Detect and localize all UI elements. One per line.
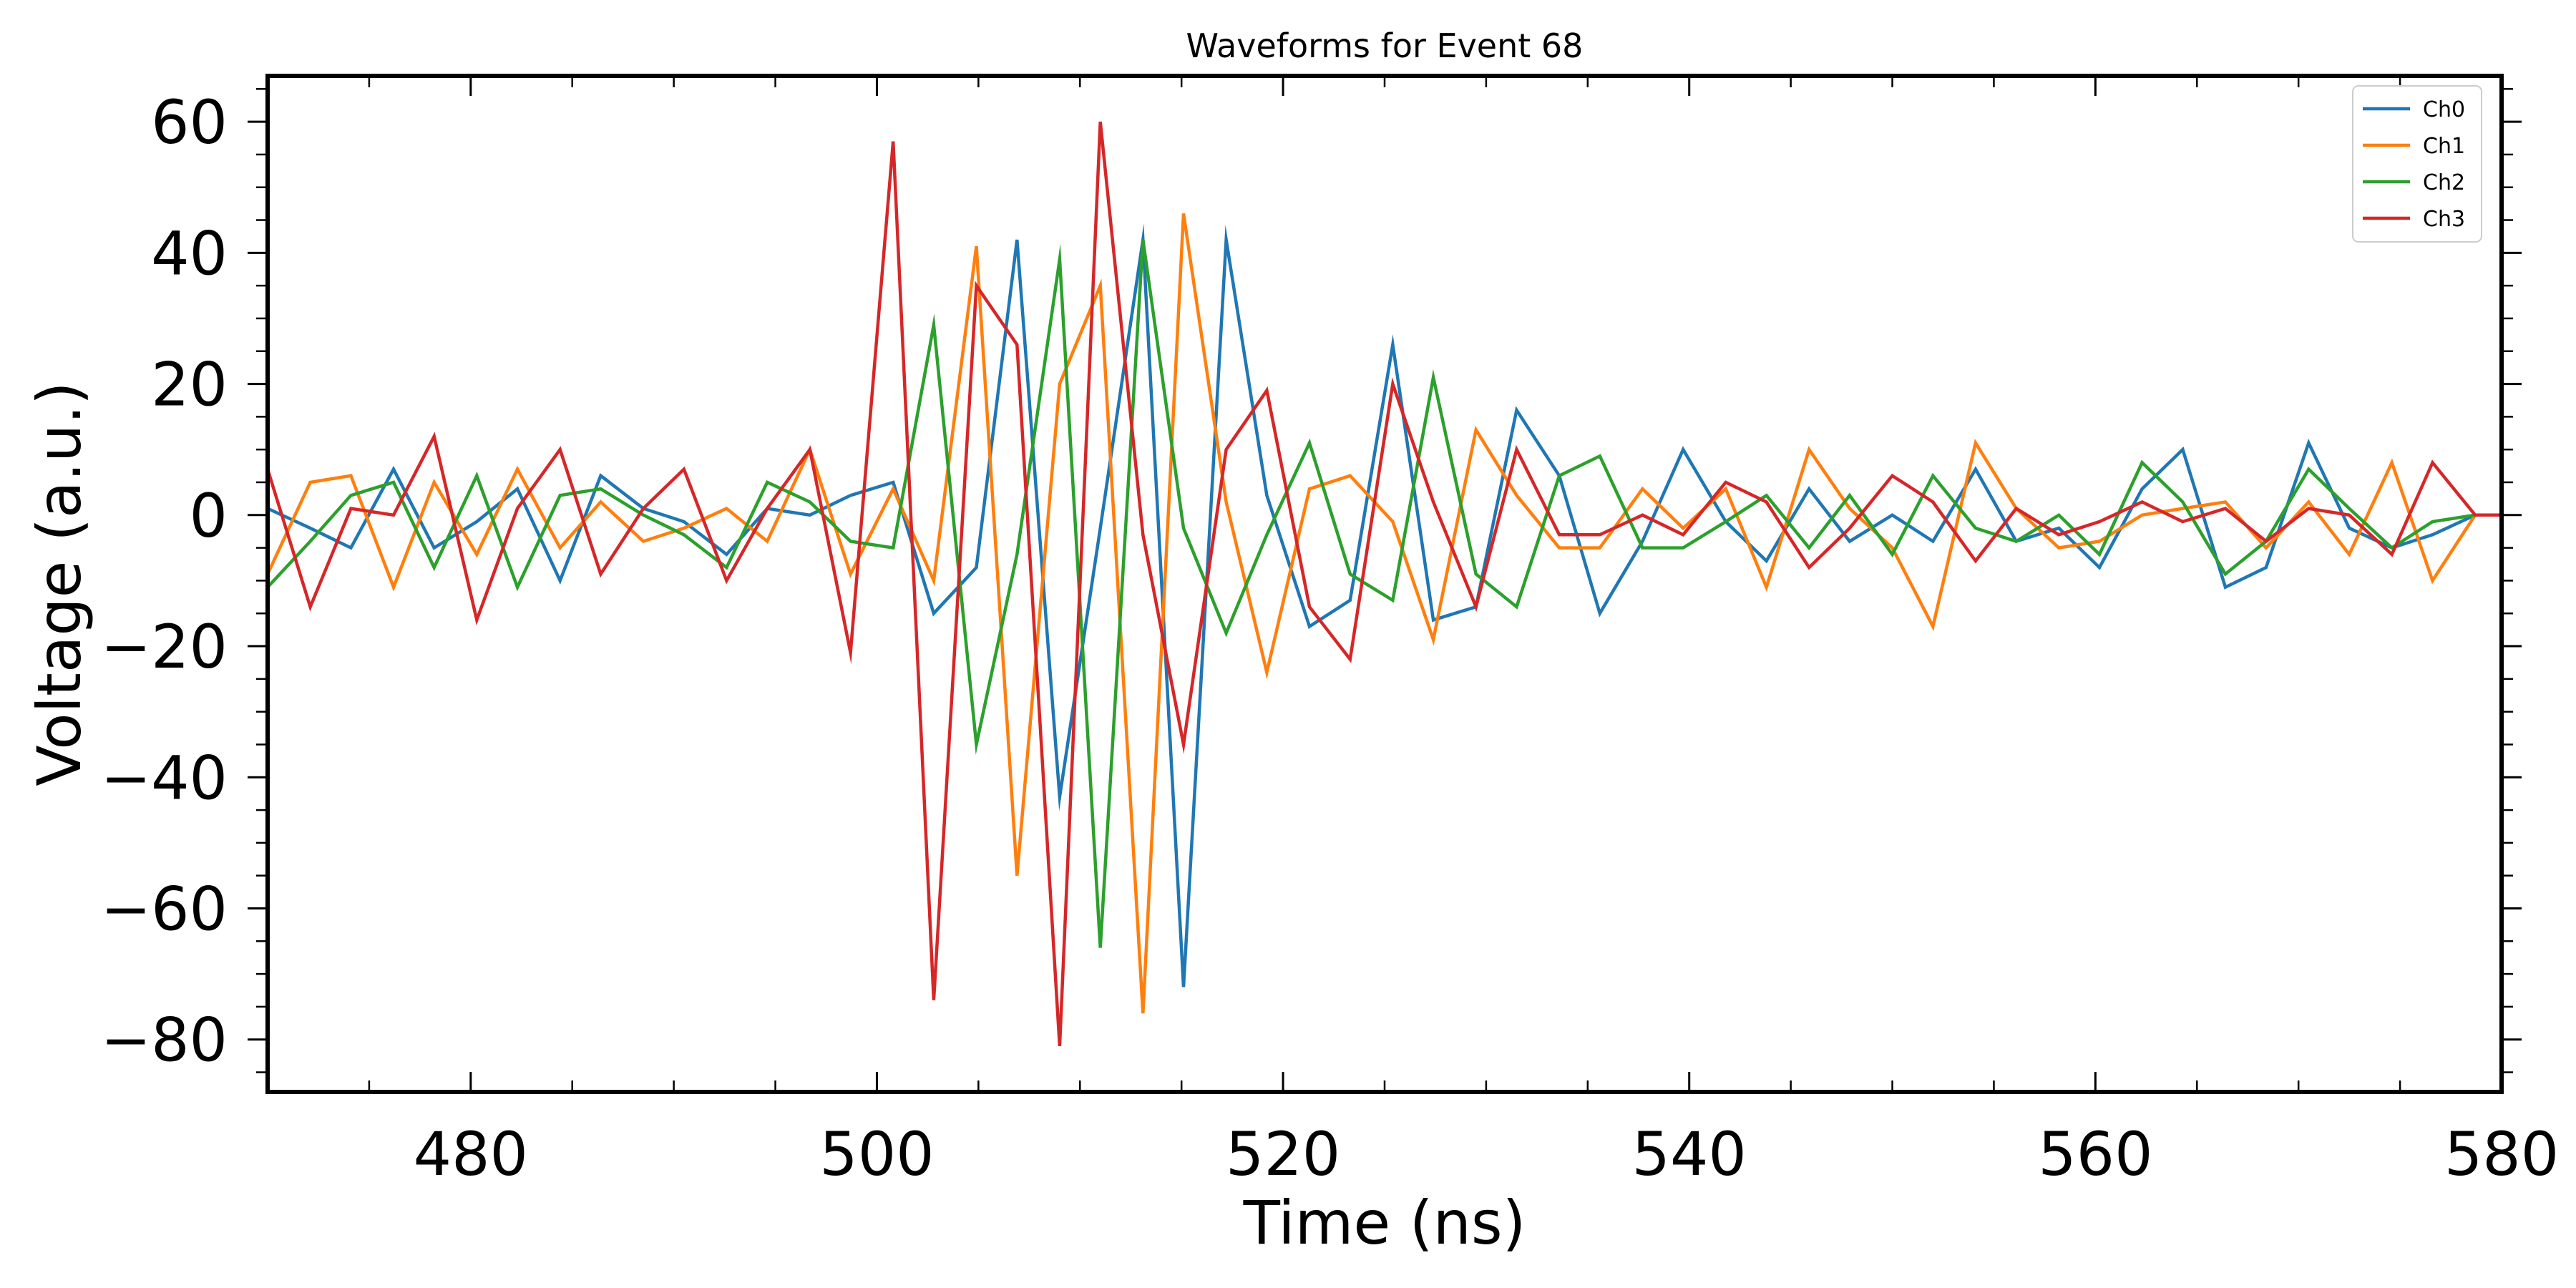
ticks-layer	[248, 76, 2522, 1092]
y-axis-title: Voltage (a.u.)	[24, 381, 94, 786]
x-tick-label: 580	[2444, 1119, 2559, 1189]
legend-label-ch0: Ch0	[2423, 97, 2465, 122]
x-tick-label: 520	[1226, 1119, 1340, 1189]
y-tick-label: −20	[101, 612, 228, 682]
series-line-ch3	[268, 121, 2502, 1047]
y-tick-label: 20	[151, 350, 228, 420]
y-tick-label: −80	[101, 1005, 228, 1075]
legend-label-ch2: Ch2	[2423, 170, 2465, 195]
series-line-ch2	[268, 239, 2502, 948]
x-axis-title: Time (ns)	[1243, 1188, 1526, 1258]
legend-label-ch3: Ch3	[2423, 207, 2465, 232]
series-layer	[268, 121, 2502, 1047]
x-tick-label: 560	[2038, 1119, 2152, 1189]
x-tick-label: 540	[1632, 1119, 1747, 1189]
tick-labels-layer: 480 500 520 540 560 580 −80 −60 −40 −20 0 20 40 60	[101, 87, 2559, 1189]
y-tick-label: −40	[101, 743, 228, 813]
series-line-ch1	[268, 213, 2502, 1014]
chart-title: Waveforms for Event 68	[1186, 26, 1584, 65]
legend: Ch0 Ch1 Ch2 Ch3	[2352, 85, 2482, 243]
y-tick-label: 40	[151, 218, 228, 288]
y-tick-label: 60	[151, 87, 228, 157]
x-tick-label: 500	[819, 1119, 934, 1189]
x-tick-label: 480	[414, 1119, 528, 1189]
legend-box	[2352, 85, 2482, 243]
legend-label-ch1: Ch1	[2423, 134, 2465, 159]
y-tick-label: −60	[101, 874, 228, 944]
y-tick-label: 0	[190, 481, 228, 551]
